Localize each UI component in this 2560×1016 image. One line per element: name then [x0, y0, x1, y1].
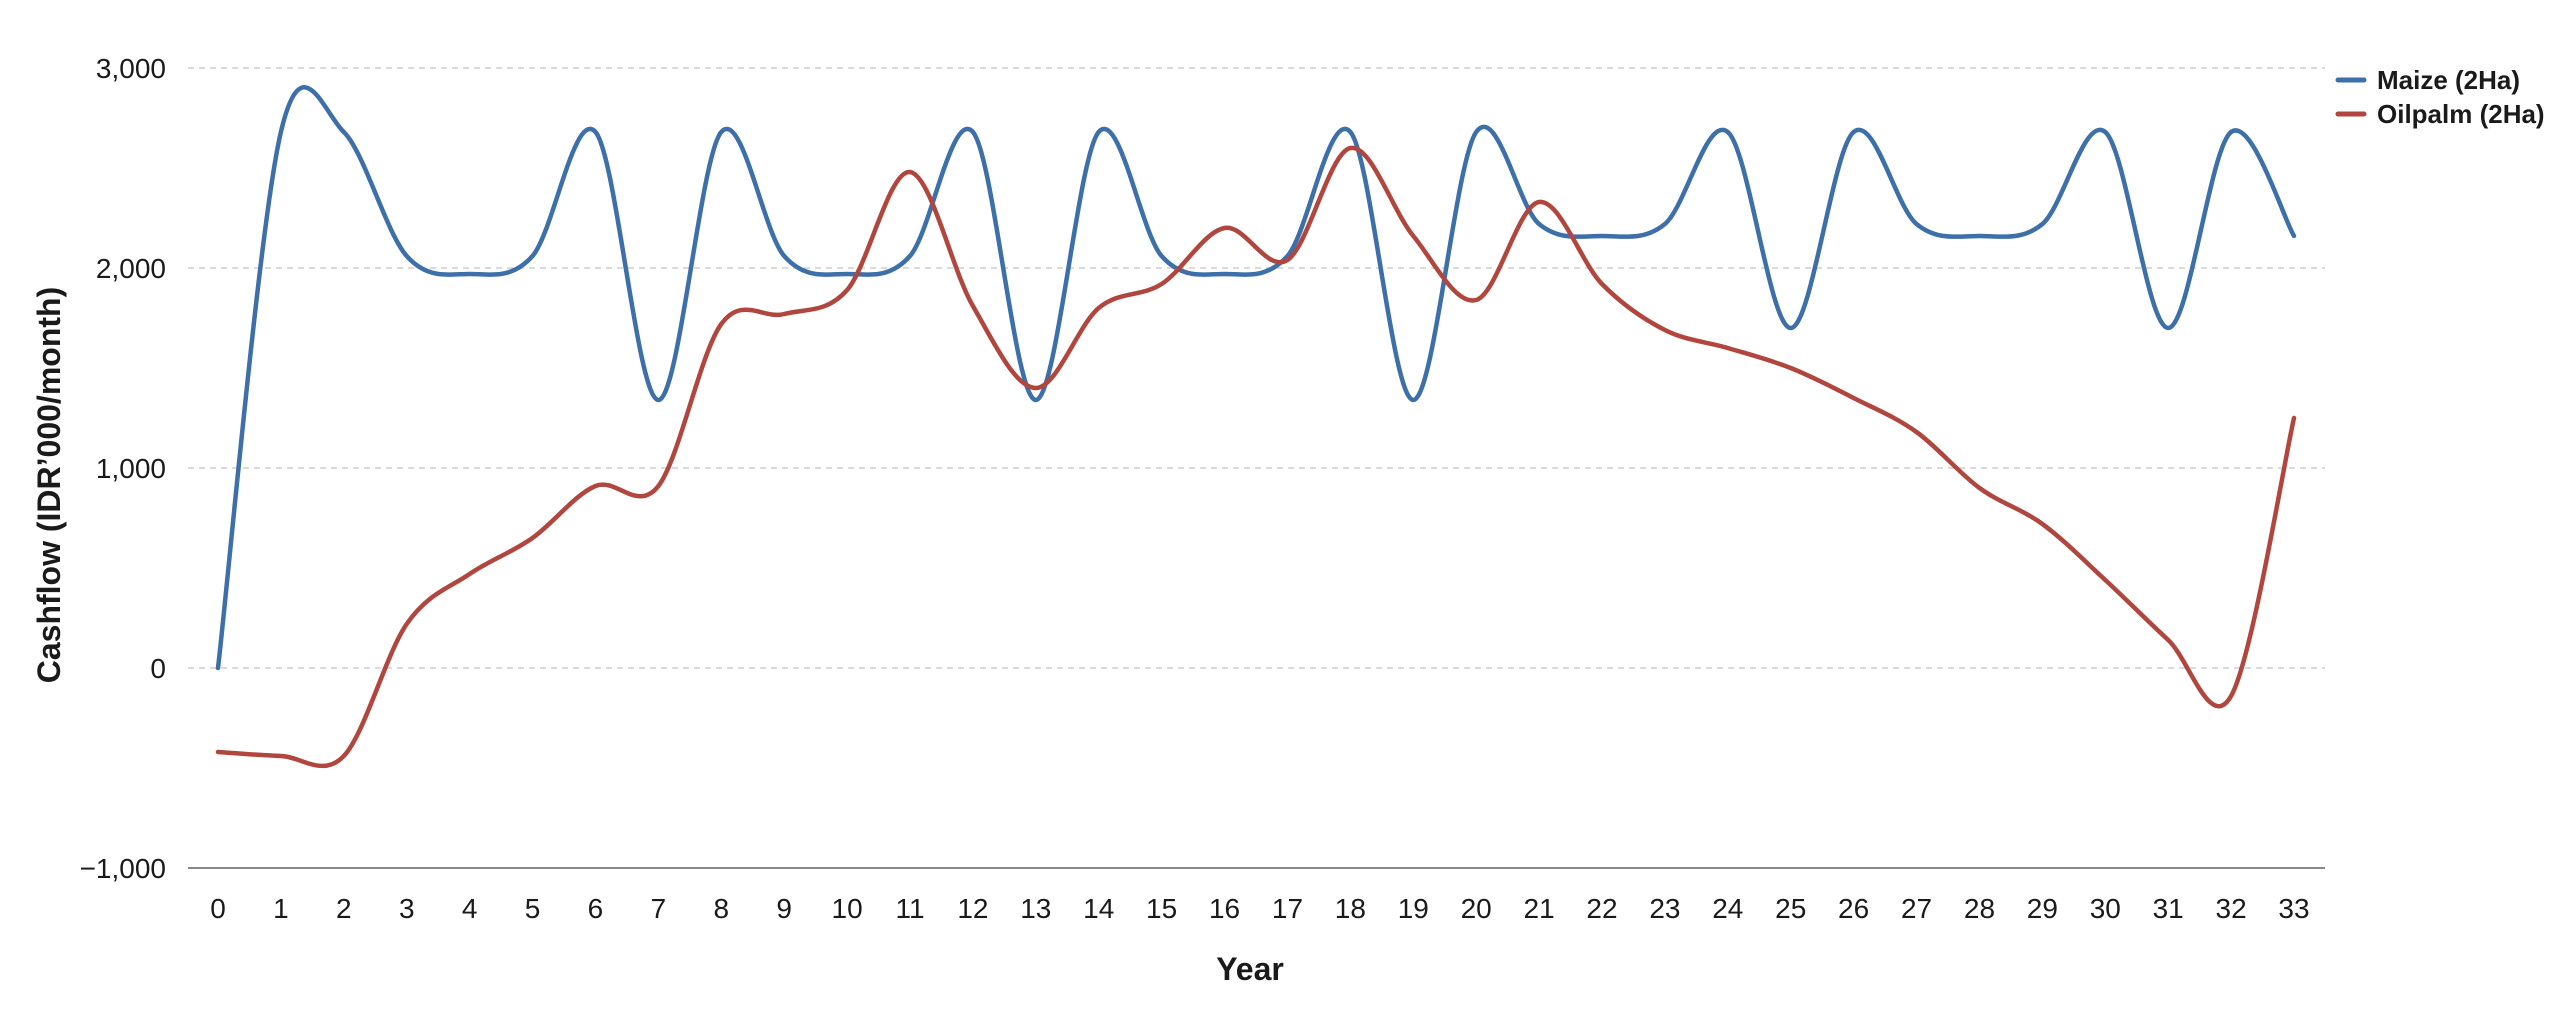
- x-tick-label: 29: [2027, 893, 2058, 924]
- y-tick-label: 0: [150, 653, 166, 684]
- x-tick-label: 23: [1649, 893, 1680, 924]
- x-tick-label: 30: [2090, 893, 2121, 924]
- x-tick-label: 12: [957, 893, 988, 924]
- x-tick-label: 3: [399, 893, 415, 924]
- x-tick-label: 11: [895, 893, 924, 924]
- x-tick-label: 0: [210, 893, 226, 924]
- y-tick-labels: −1,000 0 1,000 2,000 3,000: [80, 53, 166, 884]
- x-tick-label: 32: [2216, 893, 2247, 924]
- x-tick-label: 16: [1209, 893, 1240, 924]
- series-line-oilpalm: [215, 145, 2297, 769]
- x-tick-label: 6: [588, 893, 604, 924]
- x-tick-labels: 0 1 2 3 4 5 6 7 8 9 10 11 12 13 14 15 16 17 18 19 20 21 22 23 24…: [210, 893, 2309, 924]
- x-tick-label: 7: [651, 893, 667, 924]
- x-tick-label: 19: [1398, 893, 1429, 924]
- x-tick-label: 4: [462, 893, 478, 924]
- x-tick-label: 20: [1461, 893, 1492, 924]
- x-tick-label: 28: [1964, 893, 1995, 924]
- x-tick-label: 17: [1272, 893, 1303, 924]
- y-tick-label: 2,000: [96, 253, 166, 284]
- x-tick-label: 18: [1335, 893, 1366, 924]
- x-tick-label: 13: [1020, 893, 1051, 924]
- x-tick-label: 5: [525, 893, 541, 924]
- x-tick-label: 24: [1712, 893, 1743, 924]
- x-tick-label: 27: [1901, 893, 1932, 924]
- x-tick-label: 8: [713, 893, 729, 924]
- legend-label-maize: Maize (2Ha): [2377, 65, 2520, 95]
- x-tick-label: 25: [1775, 893, 1806, 924]
- x-tick-label: 33: [2278, 893, 2309, 924]
- x-tick-label: 2: [336, 893, 352, 924]
- gridlines: [188, 67, 2325, 869]
- x-tick-label: 14: [1083, 893, 1114, 924]
- x-tick-label: 22: [1586, 893, 1617, 924]
- x-tick-label: 10: [832, 893, 863, 924]
- x-tick-label: 9: [776, 893, 792, 924]
- legend-label-oilpalm: Oilpalm (2Ha): [2377, 99, 2545, 129]
- series-lines: [215, 85, 2297, 769]
- y-axis-title: Cashflow (IDR’000/month): [31, 287, 67, 683]
- legend: Maize (2Ha) Oilpalm (2Ha): [2335, 65, 2545, 129]
- y-tick-label: 1,000: [96, 453, 166, 484]
- series-line-maize: [215, 85, 2297, 671]
- x-tick-label: 21: [1524, 893, 1555, 924]
- x-axis-title: Year: [1216, 951, 1284, 987]
- y-tick-label: 3,000: [96, 53, 166, 84]
- x-tick-label: 31: [2153, 893, 2184, 924]
- x-tick-label: 15: [1146, 893, 1177, 924]
- legend-item-oilpalm: Oilpalm (2Ha): [2335, 99, 2545, 129]
- y-tick-label: −1,000: [80, 853, 166, 884]
- x-tick-label: 26: [1838, 893, 1869, 924]
- legend-item-maize: Maize (2Ha): [2335, 65, 2520, 95]
- x-tick-label: 1: [273, 893, 289, 924]
